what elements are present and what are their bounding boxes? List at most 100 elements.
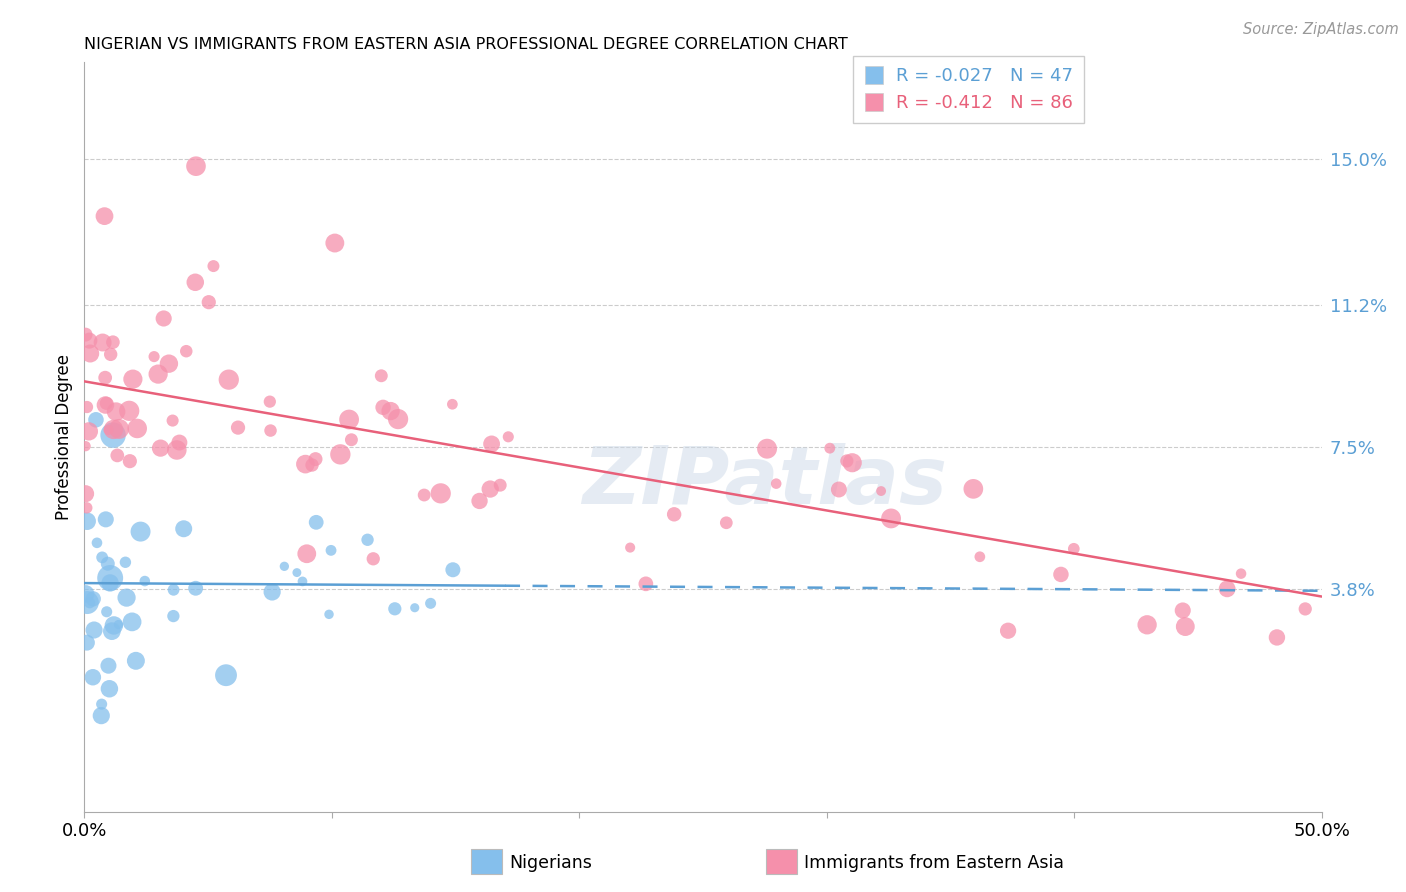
Point bbox=[323, 235, 346, 250]
Point bbox=[146, 367, 169, 381]
Point bbox=[1063, 541, 1085, 556]
Point bbox=[380, 404, 402, 418]
Point bbox=[79, 346, 101, 360]
Point bbox=[75, 486, 97, 500]
Point bbox=[105, 449, 128, 463]
Point bbox=[1050, 567, 1073, 582]
Point bbox=[1230, 566, 1253, 581]
Point bbox=[107, 617, 129, 632]
Point bbox=[83, 623, 105, 637]
Point bbox=[662, 508, 685, 522]
Point bbox=[108, 422, 131, 436]
Point bbox=[835, 454, 858, 468]
Point bbox=[76, 514, 98, 528]
Point bbox=[716, 516, 738, 530]
Point bbox=[76, 595, 98, 609]
Point bbox=[97, 423, 120, 437]
Point bbox=[82, 670, 104, 684]
Point bbox=[841, 456, 863, 470]
Point bbox=[387, 412, 409, 426]
Point bbox=[184, 275, 207, 289]
Point bbox=[318, 607, 340, 622]
Text: Nigerians: Nigerians bbox=[509, 855, 592, 872]
Point bbox=[294, 457, 316, 471]
Point bbox=[152, 311, 174, 326]
Point bbox=[76, 400, 98, 414]
Point bbox=[285, 566, 308, 580]
Point bbox=[103, 422, 125, 436]
Point bbox=[371, 401, 394, 415]
Text: ZIPatlas: ZIPatlas bbox=[582, 443, 948, 521]
Point bbox=[301, 458, 323, 472]
Point bbox=[441, 397, 464, 411]
Point bbox=[174, 344, 197, 359]
Point bbox=[101, 428, 124, 442]
Point bbox=[634, 577, 657, 591]
Point bbox=[129, 524, 152, 539]
Point bbox=[86, 536, 108, 550]
Point bbox=[100, 347, 122, 361]
Point bbox=[765, 476, 787, 491]
Point bbox=[756, 442, 779, 456]
Text: Immigrants from Eastern Asia: Immigrants from Eastern Asia bbox=[804, 855, 1064, 872]
Point bbox=[828, 483, 851, 497]
Point bbox=[82, 591, 104, 606]
Point bbox=[1136, 617, 1159, 632]
Point bbox=[157, 357, 180, 371]
Point bbox=[962, 482, 984, 496]
Point bbox=[419, 596, 441, 610]
Point bbox=[319, 543, 342, 558]
Point bbox=[468, 494, 491, 508]
Point bbox=[76, 635, 98, 649]
Point bbox=[1174, 619, 1197, 633]
Point bbox=[169, 435, 191, 450]
Point bbox=[481, 437, 503, 451]
Point bbox=[118, 454, 141, 468]
Point bbox=[77, 425, 100, 439]
Point bbox=[97, 658, 120, 673]
Point bbox=[122, 372, 145, 386]
Point bbox=[84, 413, 107, 427]
Point bbox=[75, 439, 97, 453]
Point bbox=[96, 396, 118, 410]
Point bbox=[75, 327, 97, 342]
Point bbox=[118, 404, 141, 418]
Point bbox=[94, 512, 117, 526]
Point bbox=[356, 533, 378, 547]
Point bbox=[184, 581, 207, 595]
Point bbox=[329, 447, 352, 461]
Point bbox=[98, 576, 121, 591]
Point bbox=[79, 596, 101, 610]
Point bbox=[75, 587, 97, 601]
Point bbox=[215, 668, 238, 682]
Point bbox=[149, 441, 172, 455]
Point bbox=[134, 574, 156, 588]
Point bbox=[818, 441, 841, 455]
Point bbox=[184, 159, 207, 173]
Point bbox=[1294, 602, 1316, 616]
Point bbox=[489, 478, 512, 492]
Point bbox=[441, 563, 464, 577]
Point bbox=[97, 557, 120, 571]
Point bbox=[870, 483, 893, 498]
Point bbox=[997, 624, 1019, 638]
Point bbox=[340, 433, 363, 447]
Point bbox=[305, 516, 328, 530]
Point bbox=[259, 394, 281, 409]
Point bbox=[337, 412, 360, 426]
Point bbox=[162, 582, 184, 597]
Point bbox=[94, 370, 117, 384]
Point bbox=[1265, 631, 1288, 645]
Point bbox=[619, 541, 641, 555]
Point bbox=[93, 209, 115, 223]
Point bbox=[498, 430, 520, 444]
Y-axis label: Professional Degree: Professional Degree bbox=[55, 354, 73, 520]
Point bbox=[370, 368, 392, 383]
Point bbox=[429, 486, 451, 500]
Point bbox=[91, 335, 114, 350]
Point bbox=[479, 482, 502, 496]
Point bbox=[96, 605, 118, 619]
Point bbox=[218, 373, 240, 387]
Point bbox=[101, 624, 124, 639]
Point bbox=[1171, 603, 1194, 617]
